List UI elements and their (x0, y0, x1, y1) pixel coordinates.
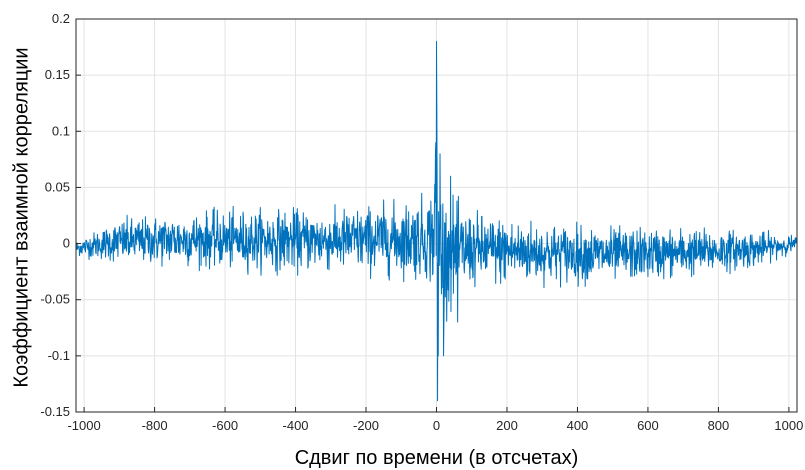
x-tick-label: -400 (283, 418, 309, 433)
x-axis-label: Сдвиг по времени (в отсчетах) (295, 447, 579, 469)
y-axis-label: Коэффициент взаимной корреляции (10, 47, 32, 387)
y-tick-label: -0.1 (48, 348, 70, 363)
x-tick-label: -600 (212, 418, 238, 433)
x-tick-label: -800 (142, 418, 168, 433)
y-tick-label: 0.05 (45, 179, 70, 194)
series-line-cross-correlation (75, 40, 798, 402)
y-tick-label: 0.1 (52, 123, 70, 138)
y-tick-label: -0.05 (40, 292, 70, 307)
x-axis-ticks: -1000 -800 -600 -400 -200 0 200 400 600 800 1000 (67, 407, 803, 433)
x-tick-label: 800 (708, 418, 730, 433)
x-tick-label: 400 (567, 418, 589, 433)
x-tick-label: 1000 (774, 418, 803, 433)
x-tick-label: 0 (433, 418, 440, 433)
y-tick-label: -0.15 (40, 404, 70, 419)
y-axis-ticks: -0.15 -0.1 -0.05 0 0.05 0.1 0.15 0.2 (40, 11, 81, 419)
y-tick-label: 0.15 (45, 67, 70, 82)
x-tick-label: 600 (637, 418, 659, 433)
y-tick-label: 0 (63, 236, 70, 251)
y-tick-label: 0.2 (52, 11, 70, 26)
x-tick-label: -200 (353, 418, 379, 433)
plot-area (75, 40, 798, 402)
x-tick-label: -1000 (67, 418, 100, 433)
x-tick-label: 200 (496, 418, 518, 433)
